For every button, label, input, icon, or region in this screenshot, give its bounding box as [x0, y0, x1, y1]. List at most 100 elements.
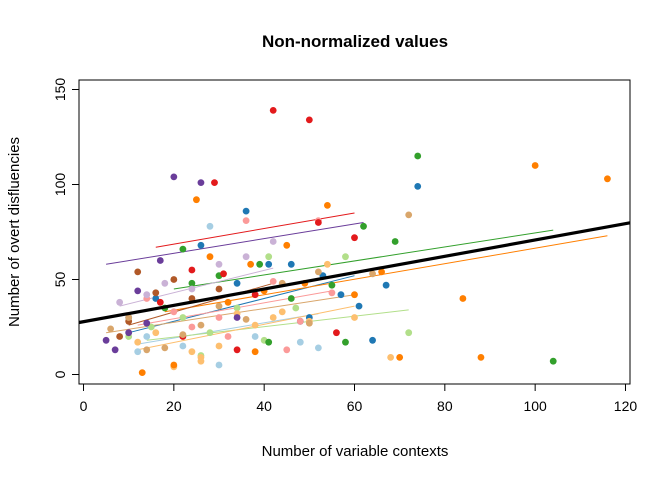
data-point: [111, 346, 119, 354]
data-point: [125, 329, 133, 337]
data-point: [391, 238, 399, 245]
data-point: [414, 152, 422, 160]
data-point: [233, 304, 241, 312]
data-point: [197, 357, 205, 365]
data-point: [116, 333, 124, 340]
group-fit-line: [106, 222, 364, 265]
data-point: [405, 329, 413, 337]
y-axis: 0 50 100 150: [52, 78, 80, 378]
data-point: [414, 183, 422, 190]
overall-fit-line-group: [78, 221, 631, 325]
data-point: [206, 222, 214, 230]
y-tick-label: 150: [52, 78, 68, 102]
data-point: [459, 295, 467, 302]
data-point: [314, 344, 322, 352]
group-fit-line: [164, 235, 608, 313]
data-point: [224, 333, 232, 340]
data-point: [188, 285, 196, 293]
data-point: [242, 253, 250, 261]
x-tick-label: 20: [166, 398, 182, 414]
data-point: [102, 336, 110, 344]
group-fit-line: [137, 305, 355, 351]
y-axis-label: Number of overt disfluencies: [6, 137, 23, 327]
data-point: [342, 338, 349, 346]
group-fit-line: [137, 313, 319, 345]
y-tick-label: 50: [52, 272, 68, 288]
data-point: [116, 298, 124, 306]
data-point: [324, 260, 331, 268]
data-point: [215, 314, 223, 321]
data-point: [215, 361, 223, 369]
data-point: [242, 217, 250, 225]
data-point: [134, 268, 142, 276]
data-point: [342, 253, 349, 261]
data-points: [102, 107, 611, 376]
data-point: [351, 291, 358, 299]
data-point: [179, 331, 187, 338]
x-tick-label: 80: [437, 398, 453, 414]
data-point: [269, 278, 277, 285]
data-point: [242, 207, 250, 215]
data-point: [287, 260, 295, 268]
data-point: [296, 317, 304, 325]
data-point: [251, 333, 259, 340]
data-point: [351, 234, 358, 242]
data-point: [179, 342, 187, 350]
data-point: [251, 321, 259, 329]
x-tick-label: 40: [256, 398, 272, 414]
x-tick-label: 60: [347, 398, 363, 414]
data-point: [125, 314, 133, 321]
data-point: [215, 302, 223, 310]
data-point: [143, 319, 151, 327]
data-point: [170, 361, 178, 369]
data-point: [107, 325, 115, 333]
y-tick-label: 100: [52, 173, 68, 197]
data-point: [328, 289, 336, 297]
data-point: [156, 298, 164, 306]
group-fit-line: [128, 282, 274, 326]
data-point: [215, 260, 223, 268]
data-point: [314, 268, 322, 276]
data-point: [143, 346, 151, 354]
data-point: [305, 116, 313, 124]
data-point: [143, 291, 151, 299]
data-point: [328, 281, 336, 289]
x-tick-label: 0: [80, 398, 88, 414]
chart-title: Non-normalized values: [262, 32, 448, 51]
data-point: [147, 323, 155, 331]
data-point: [215, 285, 223, 293]
data-point: [134, 338, 142, 346]
data-point: [206, 329, 214, 337]
data-point: [215, 342, 223, 350]
data-point: [355, 302, 363, 310]
data-point: [531, 162, 539, 169]
x-tick-label: 100: [523, 398, 547, 414]
data-point: [233, 279, 241, 287]
data-point: [220, 270, 227, 278]
data-point: [604, 175, 611, 183]
data-point: [269, 107, 277, 114]
data-point: [188, 266, 196, 274]
data-point: [197, 179, 205, 187]
data-point: [179, 314, 187, 321]
data-point: [161, 344, 169, 352]
x-axis-label: Number of variable contexts: [262, 443, 449, 460]
data-point: [265, 253, 273, 261]
data-point: [405, 211, 413, 219]
x-axis: 0 20 40 60 80 100 120: [80, 383, 638, 414]
data-point: [256, 260, 264, 268]
data-point: [283, 346, 291, 354]
data-point: [161, 279, 169, 287]
data-point: [269, 238, 277, 245]
data-point: [211, 179, 218, 187]
x-tick-label: 120: [614, 398, 638, 414]
data-point: [351, 314, 358, 321]
data-point: [233, 314, 241, 321]
data-point: [251, 348, 259, 356]
data-point: [143, 333, 151, 340]
data-point: [296, 338, 304, 346]
data-point: [138, 369, 146, 376]
data-point: [324, 202, 331, 209]
data-point: [242, 316, 250, 323]
